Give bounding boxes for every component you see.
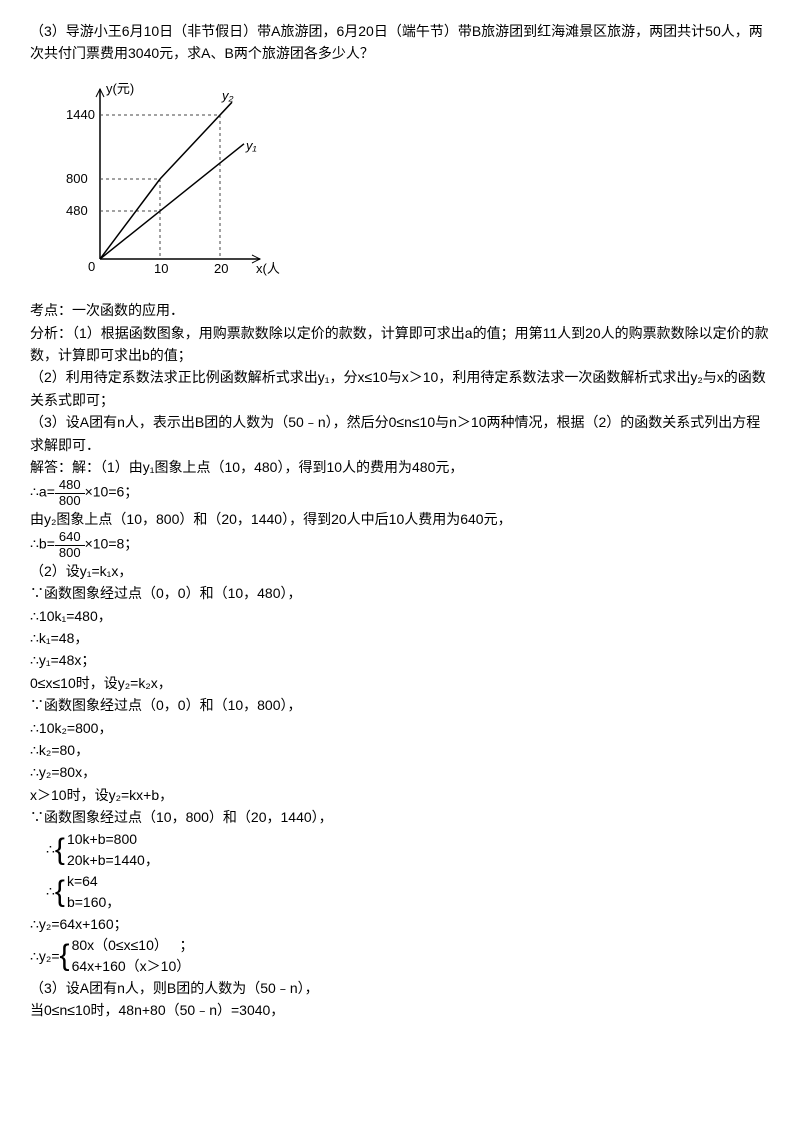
eq-b: ∴b=640800×10=8； (30, 530, 770, 560)
svg-text:1440: 1440 (66, 107, 95, 122)
step-9: ∵函数图象经过点（0，0）和（10，800）， (30, 694, 770, 716)
step-3: （2）设y₁=k₁x， (30, 560, 770, 582)
step-2: 由y₂图象上点（10，800）和（20，1440），得到20人中后10人费用为6… (30, 508, 770, 530)
svg-text:y₂: y₂ (221, 88, 234, 103)
svg-text:10: 10 (154, 261, 168, 276)
function-chart: y(元) x(人) 0 10 20 480 800 1440 y₁ y₂ (60, 69, 770, 295)
brace-icon: { (55, 871, 67, 913)
fenxi-3: （3）设A团有n人，表示出B团的人数为（50﹣n），然后分0≤n≤10与n＞10… (30, 411, 770, 456)
svg-text:480: 480 (66, 203, 88, 218)
kaodian-text: 一次函数的应用． (72, 302, 184, 318)
kaodian: 考点：一次函数的应用． (30, 299, 770, 321)
piecewise-y2: ∴y₂= { 80x（0≤x≤10） ； 64x+160（x＞10） (30, 935, 770, 977)
svg-text:y(元): y(元) (106, 81, 134, 96)
brace-icon: { (55, 829, 67, 871)
step-10: ∴10k₂=800， (30, 717, 770, 739)
svg-text:0: 0 (88, 259, 95, 274)
eq-a: ∴a=480800×10=6； (30, 478, 770, 508)
equation-system-1: ∴ { 10k+b=800 20k+b=1440， (46, 829, 770, 871)
step-7: ∴y₁=48x； (30, 649, 770, 671)
jieda-label: 解答： (30, 459, 72, 475)
jieda-1: 解答：解：（1）由y₁图象上点（10，480），得到10人的费用为480元， (30, 456, 770, 478)
svg-text:20: 20 (214, 261, 228, 276)
equation-system-2: ∴ { k=64 b=160， (46, 871, 770, 913)
svg-text:y₁: y₁ (245, 138, 257, 153)
step-6: ∴k₁=48， (30, 627, 770, 649)
svg-text:800: 800 (66, 171, 88, 186)
fenxi-label: 分析： (30, 325, 72, 341)
step-18: 当0≤n≤10时，48n+80（50﹣n）=3040， (30, 999, 770, 1021)
brace-icon: { (60, 941, 72, 971)
question-3: （3）导游小王6月10日（非节假日）带A旅游团，6月20日（端午节）带B旅游团到… (30, 20, 770, 65)
fraction-1: 480800 (55, 478, 85, 508)
fenxi-1: 分析：（1）根据函数图象，用购票款数除以定价的款数，计算即可求出a的值；用第11… (30, 322, 770, 367)
step-15: ∴y₂=64x+160； (30, 913, 770, 935)
step-5: ∴10k₁=480， (30, 605, 770, 627)
fenxi-2: （2）利用待定系数法求正比例函数解析式求出y₁，分x≤10与x＞10，利用待定系… (30, 366, 770, 411)
step-4: ∵函数图象经过点（0，0）和（10，480）， (30, 582, 770, 604)
step-11: ∴k₂=80， (30, 739, 770, 761)
kaodian-label: 考点： (30, 302, 72, 318)
svg-text:x(人): x(人) (256, 261, 280, 276)
step-8: 0≤x≤10时，设y₂=k₂x， (30, 672, 770, 694)
step-13: x＞10时，设y₂=kx+b， (30, 784, 770, 806)
fraction-2: 640800 (55, 530, 85, 560)
step-17: （3）设A团有n人，则B团的人数为（50﹣n）， (30, 977, 770, 999)
step-14: ∵函数图象经过点（10，800）和（20，1440）， (30, 806, 770, 828)
step-12: ∴y₂=80x， (30, 761, 770, 783)
